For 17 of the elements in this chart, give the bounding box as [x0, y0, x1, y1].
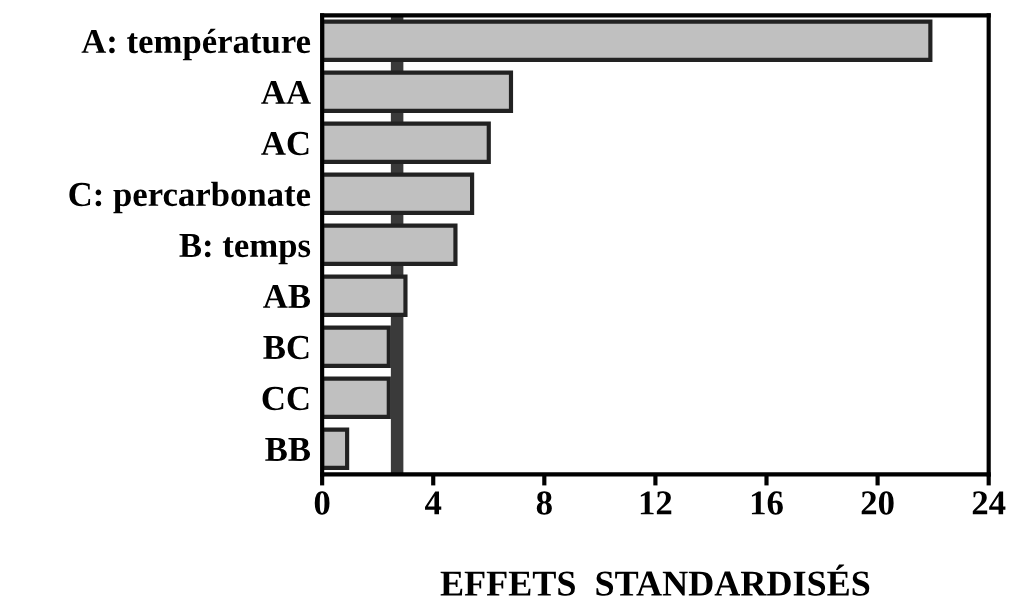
x-tick-label: 16	[751, 491, 783, 515]
y-tick-label: CC	[262, 386, 309, 411]
x-tick-label: 12	[640, 491, 672, 515]
y-tick-label: BC	[263, 335, 309, 360]
x-tick-label: 24	[972, 491, 1006, 515]
x-tick-label: 8	[536, 491, 552, 515]
y-tick-label: C: percarbonate	[69, 181, 311, 214]
y-tick-label: B: temps	[179, 234, 311, 265]
y-tick-label: A: température	[81, 28, 311, 61]
x-axis-title: EFFETS STANDARDISÉS	[440, 564, 870, 596]
x-tick-label: 0	[314, 491, 330, 515]
x-tick-label: 4	[425, 491, 442, 515]
y-tick-label: BB	[265, 438, 311, 461]
y-tick-label: AB	[263, 284, 311, 308]
y-tick-label: AC	[261, 131, 309, 156]
x-tick-label: 20	[861, 491, 894, 515]
y-tick-label: AA	[261, 80, 311, 104]
